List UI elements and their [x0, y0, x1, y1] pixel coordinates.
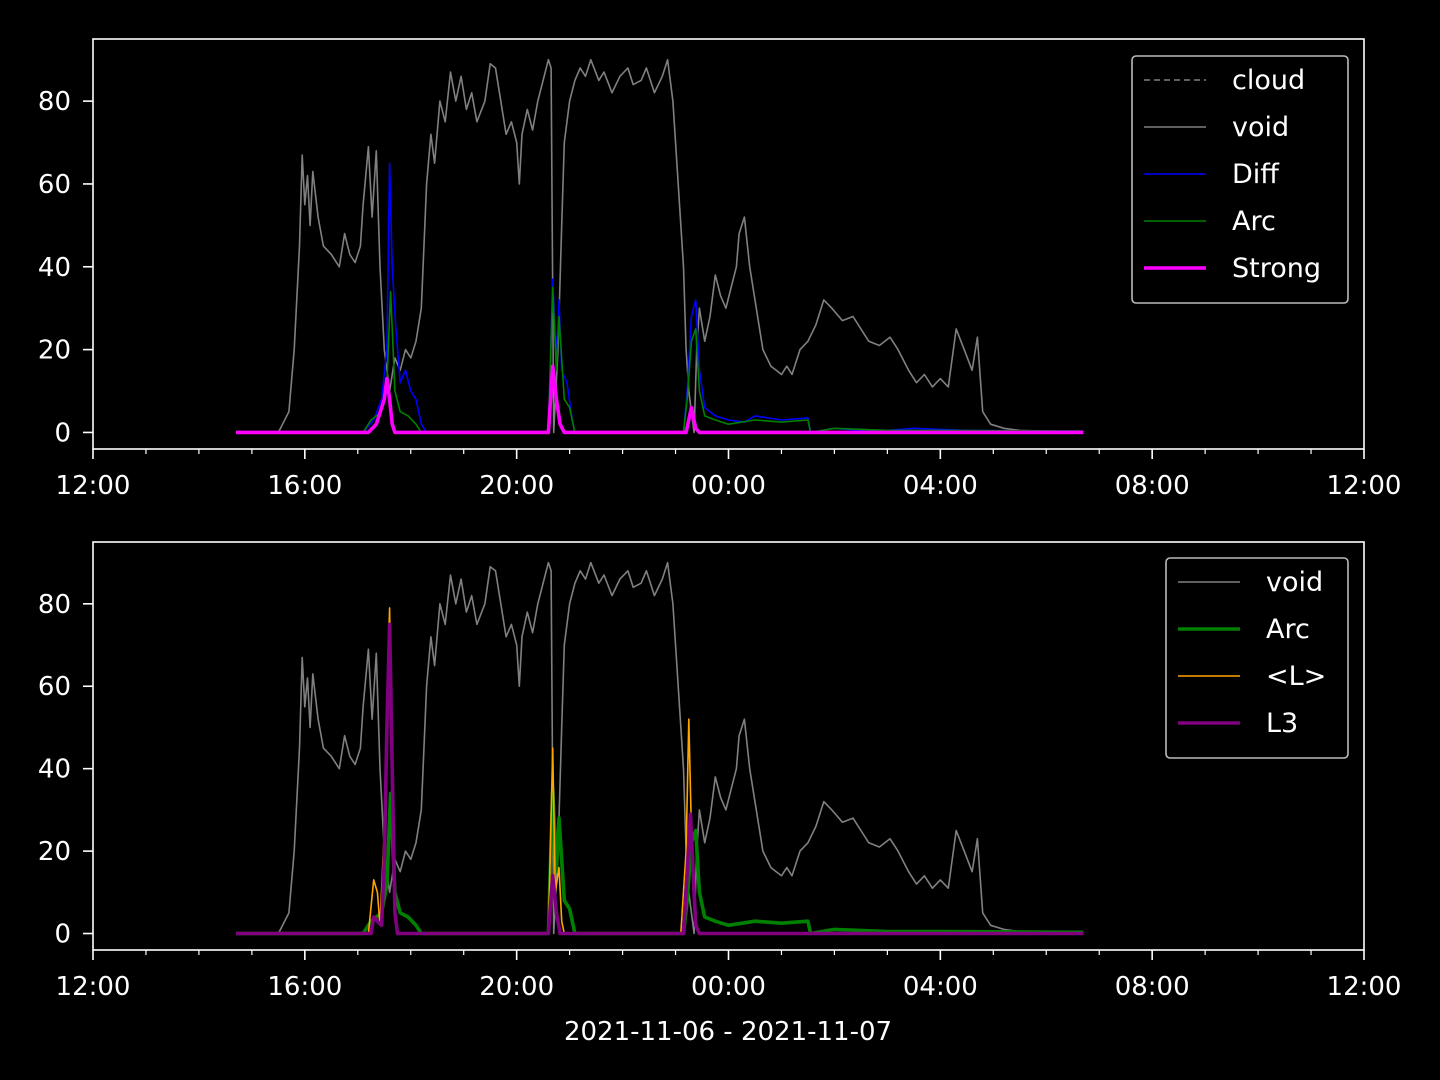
- y-tick-label: 0: [54, 418, 71, 448]
- legend-label: Arc: [1266, 614, 1310, 645]
- legend: cloud void Diff Arc Strong: [1131, 55, 1349, 304]
- legend-label: void: [1232, 112, 1289, 143]
- x-tick-label: 20:00: [479, 972, 554, 1002]
- series-group: [236, 561, 1084, 936]
- y-tick-label: 60: [38, 672, 71, 702]
- x-tick-label: 20:00: [479, 471, 554, 501]
- top-chart: 12:00 16:00 20:00 00:00 04:00 08:00 12:00 0 20 40…: [38, 38, 1402, 501]
- x-tick-label: 00:00: [691, 972, 766, 1002]
- series-group: [236, 58, 1084, 435]
- x-tick-label: 16:00: [267, 471, 342, 501]
- series-line-void: [236, 58, 1084, 434]
- x-tick-label: 04:00: [903, 471, 978, 501]
- legend-label: Strong: [1232, 253, 1321, 284]
- legend-box: [1131, 55, 1349, 304]
- y-tick-label: 80: [38, 590, 71, 620]
- series-line-arc: [236, 286, 1084, 434]
- x-tick-label: 08:00: [1115, 972, 1190, 1002]
- bottom-chart: 12:00 16:00 20:00 00:00 04:00 08:00 12:00 0 20 40…: [38, 541, 1402, 1002]
- y-tick-label: 40: [38, 755, 71, 785]
- x-tick-label: 12:00: [56, 972, 131, 1002]
- y-tick-label: 60: [38, 170, 71, 200]
- legend-label: L3: [1266, 708, 1298, 739]
- series-line-l: [236, 607, 1084, 935]
- x-tick-label: 12:00: [1327, 972, 1402, 1002]
- x-tick-label: 12:00: [1327, 471, 1402, 501]
- series-line-void: [236, 561, 1084, 935]
- legend-label: <L>: [1266, 661, 1326, 692]
- x-tick-label: 00:00: [691, 471, 766, 501]
- legend-label: void: [1266, 567, 1323, 598]
- legend-box: [1165, 557, 1349, 759]
- series-line-l3: [236, 622, 1084, 936]
- y-tick-label: 80: [38, 87, 71, 117]
- legend-label: cloud: [1232, 65, 1305, 96]
- series-line-strong: [236, 364, 1084, 435]
- legend: void Arc <L> L3: [1165, 557, 1349, 759]
- y-tick-label: 40: [38, 253, 71, 283]
- legend-label: Arc: [1232, 206, 1276, 237]
- series-line-arc: [236, 787, 1084, 936]
- y-tick-label: 0: [54, 920, 71, 950]
- y-tick-label: 20: [38, 837, 71, 867]
- y-tick-label: 20: [38, 336, 71, 366]
- x-tick-label: 04:00: [903, 972, 978, 1002]
- x-tick-label: 16:00: [267, 972, 342, 1002]
- x-tick-label: 12:00: [56, 471, 131, 501]
- x-axis-label: 2021-11-06 - 2021-11-07: [564, 1017, 892, 1047]
- legend-label: Diff: [1232, 159, 1280, 190]
- x-tick-label: 08:00: [1115, 471, 1190, 501]
